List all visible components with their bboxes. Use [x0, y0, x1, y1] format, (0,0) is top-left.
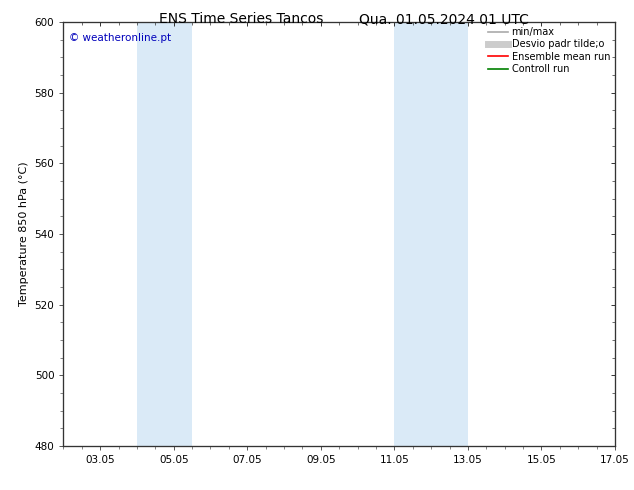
Text: Qua. 01.05.2024 01 UTC: Qua. 01.05.2024 01 UTC [359, 12, 529, 26]
Y-axis label: Temperature 850 hPa (°C): Temperature 850 hPa (°C) [19, 162, 29, 306]
Bar [394, 22, 468, 446]
Text: ENS Time Series Tancos: ENS Time Series Tancos [158, 12, 323, 26]
Legend: min/max, Desvio padr tilde;o, Ensemble mean run, Controll run: min/max, Desvio padr tilde;o, Ensemble m… [486, 24, 613, 77]
Bar [137, 22, 192, 446]
Text: © weatheronline.pt: © weatheronline.pt [69, 33, 171, 43]
